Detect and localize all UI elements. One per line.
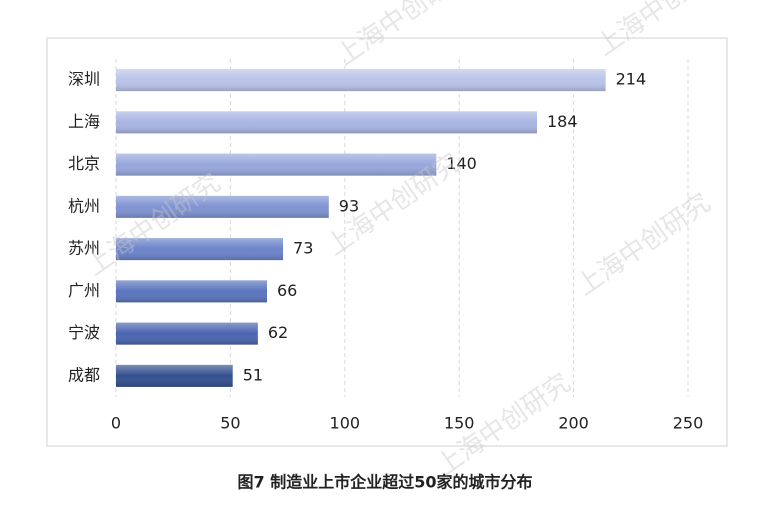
- x-tick-label: 250: [673, 414, 704, 433]
- x-tick-label: 200: [558, 414, 589, 433]
- y-tick-label: 北京: [68, 154, 100, 173]
- bar-shade: [116, 238, 284, 261]
- y-tick-label: 上海: [68, 112, 100, 131]
- y-tick-label: 成都: [68, 365, 100, 384]
- bar-shade: [116, 69, 606, 92]
- x-tick-label: 50: [220, 414, 240, 433]
- y-tick-label: 深圳: [68, 70, 100, 89]
- bar-shade: [116, 322, 258, 345]
- x-tick-label: 150: [444, 414, 475, 433]
- data-label: 62: [268, 323, 288, 342]
- data-label: 93: [339, 196, 359, 215]
- data-label: 51: [243, 365, 263, 384]
- bar-shade: [116, 280, 268, 303]
- data-label: 184: [547, 112, 578, 131]
- data-label: 66: [277, 281, 297, 300]
- data-label: 73: [293, 239, 313, 258]
- y-tick-label: 苏州: [68, 239, 100, 258]
- x-tick-label: 0: [111, 414, 121, 433]
- y-tick-label: 广州: [68, 281, 100, 300]
- bar-shade: [116, 364, 233, 387]
- bar-shade: [116, 195, 329, 218]
- chart-title: 图7 制造业上市企业超过50家的城市分布: [238, 473, 533, 492]
- data-label: 140: [446, 154, 477, 173]
- x-tick-label: 100: [330, 414, 361, 433]
- data-label: 214: [616, 70, 647, 89]
- bar-shade: [116, 153, 437, 176]
- y-tick-label: 杭州: [68, 196, 100, 215]
- bar-shade: [116, 111, 537, 134]
- y-tick-label: 宁波: [68, 323, 100, 342]
